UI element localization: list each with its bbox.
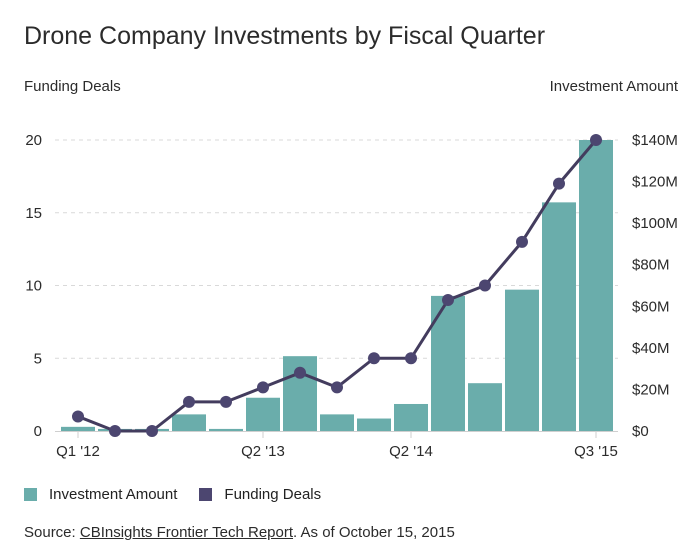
right-tick-label: $120M <box>632 174 678 191</box>
left-tick-label: 5 <box>34 350 42 367</box>
right-tick-label: $20M <box>632 381 670 398</box>
funding-deals-point <box>442 294 454 307</box>
left-axis-title: Funding Deals <box>24 78 121 95</box>
funding-deals-line <box>72 134 602 437</box>
chart-title: Drone Company Investments by Fiscal Quar… <box>24 22 546 50</box>
investment-bar <box>320 414 354 431</box>
funding-deals-point <box>479 279 491 292</box>
source-note: Source: CBInsights Frontier Tech Report.… <box>24 524 455 541</box>
investment-bar <box>357 418 391 431</box>
legend-label-deals: Funding Deals <box>224 486 322 503</box>
gridlines <box>55 139 618 359</box>
investment-bar <box>246 397 280 431</box>
funding-deals-point <box>516 235 528 248</box>
funding-deals-point <box>368 352 380 365</box>
bars <box>61 140 613 431</box>
funding-deals-point <box>109 425 121 437</box>
x-axis-ticks: Q1 '12 Q2 '13 Q2 '14 Q3 '15 <box>56 432 618 460</box>
left-tick-label: 0 <box>34 423 42 440</box>
funding-deals-point <box>331 381 343 394</box>
investment-bar <box>542 202 576 431</box>
funding-deals-point <box>294 366 306 379</box>
funding-deals-point <box>183 395 195 408</box>
investment-bar <box>394 403 428 431</box>
funding-deals-point <box>220 395 232 408</box>
legend: Investment Amount Funding Deals <box>24 486 343 503</box>
right-axis-ticks: $0 $20M $40M $60M $80M $100M $120M $140M <box>632 132 678 440</box>
investment-bar <box>172 414 206 431</box>
right-axis-title: Investment Amount <box>549 78 678 95</box>
left-tick-label: 15 <box>25 205 42 222</box>
x-tick-label: Q2 '14 <box>389 443 433 460</box>
legend-swatch-investment <box>24 488 37 501</box>
left-tick-label: 10 <box>25 278 42 295</box>
x-tick-label: Q3 '15 <box>574 443 618 460</box>
left-axis-ticks: 0 5 10 15 20 <box>25 132 42 440</box>
source-link[interactable]: CBInsights Frontier Tech Report <box>79 524 294 541</box>
funding-deals-point <box>405 352 417 365</box>
funding-deals-point <box>72 410 84 423</box>
funding-deals-point <box>590 134 602 146</box>
source-prefix: Source: <box>24 524 80 541</box>
right-tick-label: $40M <box>632 340 670 357</box>
legend-swatch-deals <box>199 488 213 501</box>
funding-deals-point <box>553 177 565 190</box>
funding-deals-point <box>257 381 269 394</box>
investment-bar <box>209 428 243 431</box>
investment-bar <box>468 383 502 431</box>
legend-label-investment: Investment Amount <box>49 486 178 503</box>
x-tick-label: Q1 '12 <box>56 443 100 460</box>
left-tick-label: 20 <box>25 132 42 149</box>
right-tick-label: $60M <box>632 298 670 315</box>
right-tick-label: $0 <box>632 423 649 440</box>
source-suffix: . As of October 15, 2015 <box>293 524 455 541</box>
right-tick-label: $140M <box>632 132 678 149</box>
right-tick-label: $80M <box>632 257 670 274</box>
chart-plot: 0 5 10 15 20 $0 $20M $40M $60M $80M $100M $120M $14… <box>25 132 678 460</box>
investment-bar <box>61 426 95 431</box>
legend-item-deals[interactable]: Funding Deals <box>199 486 321 503</box>
investment-bar <box>505 289 539 431</box>
right-tick-label: $100M <box>632 215 678 232</box>
legend-item-investment[interactable]: Investment Amount <box>24 486 177 503</box>
x-tick-label: Q2 '13 <box>241 443 285 460</box>
funding-deals-point <box>146 425 158 437</box>
investment-bar <box>579 140 613 431</box>
